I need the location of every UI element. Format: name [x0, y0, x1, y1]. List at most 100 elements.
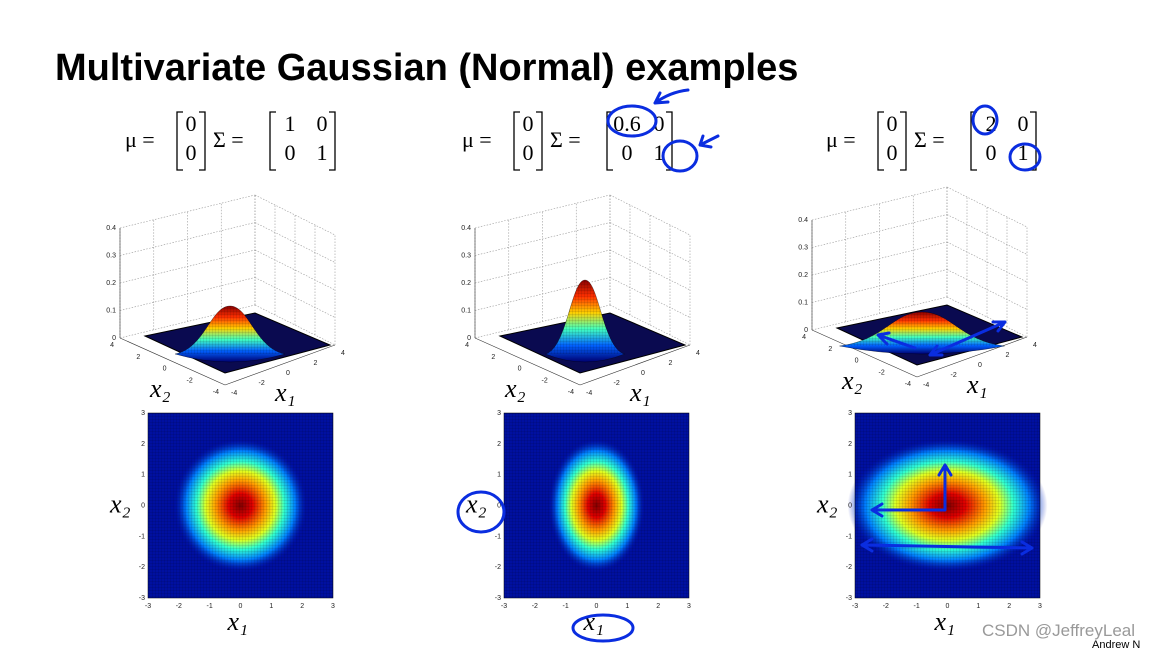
heatmap-y-tick: 3	[141, 410, 145, 417]
z-tick-label: 0.3	[106, 253, 116, 260]
annotations	[456, 88, 1042, 643]
z-tick-label: 0	[467, 335, 471, 342]
heatmap-y-tick: -3	[139, 595, 145, 602]
x2-axis-label: x₂	[841, 366, 863, 395]
heatmap-y-tick: -2	[139, 564, 145, 571]
sigma-entry: 0	[1018, 111, 1029, 136]
heatmap-y-tick: -1	[139, 533, 145, 540]
heatmap-y-tick: 3	[848, 410, 852, 417]
sigma-symbol: Σ =	[550, 127, 581, 152]
grid-line	[119, 194, 256, 229]
grid-line	[474, 222, 611, 256]
heatmap-x-tick: -1	[563, 603, 569, 610]
x2-axis-label: x₂	[504, 374, 526, 403]
heatmap-x-tick: 0	[239, 603, 243, 610]
mu-entry: 0	[887, 140, 898, 165]
x1-tick-label: 4	[696, 350, 700, 357]
x1-tick-label: -4	[231, 390, 237, 397]
heatmap-y-tick: -3	[846, 595, 852, 602]
bracket	[199, 111, 206, 171]
axis-line	[916, 336, 1028, 378]
heatmap-y-tick: 0	[141, 503, 145, 510]
mu-symbol: μ =	[462, 127, 492, 152]
surface-mesh	[175, 306, 285, 354]
x1-axis-label: x₁	[227, 607, 249, 636]
x2-tick-label: -2	[187, 377, 193, 384]
heatmap-x-tick: 0	[595, 603, 599, 610]
x2-tick-label: -2	[879, 369, 885, 376]
x2-tick-label: 4	[110, 342, 114, 349]
z-tick-label: 0.4	[106, 225, 116, 232]
x2-tick-label: -4	[213, 389, 219, 396]
heatmap-y-tick: -3	[495, 595, 501, 602]
title: Multivariate Gaussian (Normal) examples	[55, 47, 798, 89]
bracket	[329, 111, 336, 171]
heatmap-x-tick: 3	[1038, 603, 1042, 610]
heatmap-x-tick: -2	[532, 603, 538, 610]
heatmap: 3 2 1 0 -1 -2 -3-3 -2 -1 0 1 2 3 x₂ x₁	[109, 410, 335, 636]
sigma-entry: 0	[986, 140, 997, 165]
x2-tick-label: 0	[163, 366, 167, 373]
axis-line	[119, 337, 226, 386]
bracket	[666, 111, 673, 171]
x1-tick-label: 2	[669, 360, 673, 367]
heatmap-x-tick: 2	[300, 603, 304, 610]
x2-tick-label: 2	[136, 354, 140, 361]
heatmap-x-tick: 0	[946, 603, 950, 610]
x1-tick-label: -2	[259, 380, 265, 387]
z-tick-label: 0	[112, 335, 116, 342]
heatmap-x-tick: -3	[501, 603, 507, 610]
heatmap-mesh	[503, 412, 690, 599]
axis-line	[579, 344, 691, 386]
x2-tick-label: 4	[465, 342, 469, 349]
heatmap-x-tick: -2	[176, 603, 182, 610]
mu-entry: 0	[186, 140, 197, 165]
x1-axis-label: x₁	[274, 378, 296, 407]
heatmap-y-tick: 3	[497, 410, 501, 417]
x1-tick-label: 0	[286, 370, 290, 377]
bracket	[536, 111, 543, 171]
grid-line	[119, 222, 256, 256]
heatmap-x-tick: 1	[976, 603, 980, 610]
x1-tick-label: 4	[1033, 342, 1037, 349]
x1-tick-label: 2	[314, 360, 318, 367]
mu-symbol: μ =	[826, 127, 856, 152]
heatmap-y-tick: 2	[497, 441, 501, 448]
heatmap: 3 2 1 0 -1 -2 -3-3 -2 -1 0 1 2 3 x₂ x₁	[816, 410, 1048, 636]
x2-axis-label: x₂	[109, 490, 131, 519]
z-tick-label: 0.3	[461, 253, 471, 260]
bracket	[1030, 111, 1037, 171]
x2-tick-label: -4	[905, 381, 911, 388]
bracket	[606, 111, 613, 171]
axis-line	[224, 344, 336, 386]
mu-entry: 0	[887, 111, 898, 136]
x2-axis-label: x₂	[816, 490, 838, 519]
bracket	[176, 111, 183, 171]
sigma-entry: 1	[285, 111, 296, 136]
heatmap-y-tick: 2	[848, 441, 852, 448]
x2-tick-label: 4	[802, 334, 806, 341]
heatmap-y-tick: 0	[497, 503, 501, 510]
x1-axis-label: x₁	[583, 607, 605, 636]
bracket	[513, 111, 520, 171]
z-tick-label: 0.2	[106, 280, 116, 287]
heatmap-x-tick: -3	[145, 603, 151, 610]
x2-axis-label: x₂	[465, 490, 487, 519]
heatmap-y-tick: -2	[846, 564, 852, 571]
heatmap-x-tick: 1	[269, 603, 273, 610]
x1-tick-label: 4	[341, 350, 345, 357]
z-tick-label: 0.4	[798, 217, 808, 224]
axis-line	[811, 329, 918, 378]
x2-tick-label: 2	[491, 354, 495, 361]
x2-tick-label: 2	[828, 346, 832, 353]
grid-line	[474, 194, 611, 229]
sigma-entry: 1	[1018, 140, 1029, 165]
heatmap-mesh	[147, 412, 334, 599]
z-tick-label: 0.1	[106, 308, 116, 315]
x1-tick-label: 0	[978, 362, 982, 369]
x1-tick-label: -4	[923, 382, 929, 389]
x2-tick-label: 0	[855, 358, 859, 365]
